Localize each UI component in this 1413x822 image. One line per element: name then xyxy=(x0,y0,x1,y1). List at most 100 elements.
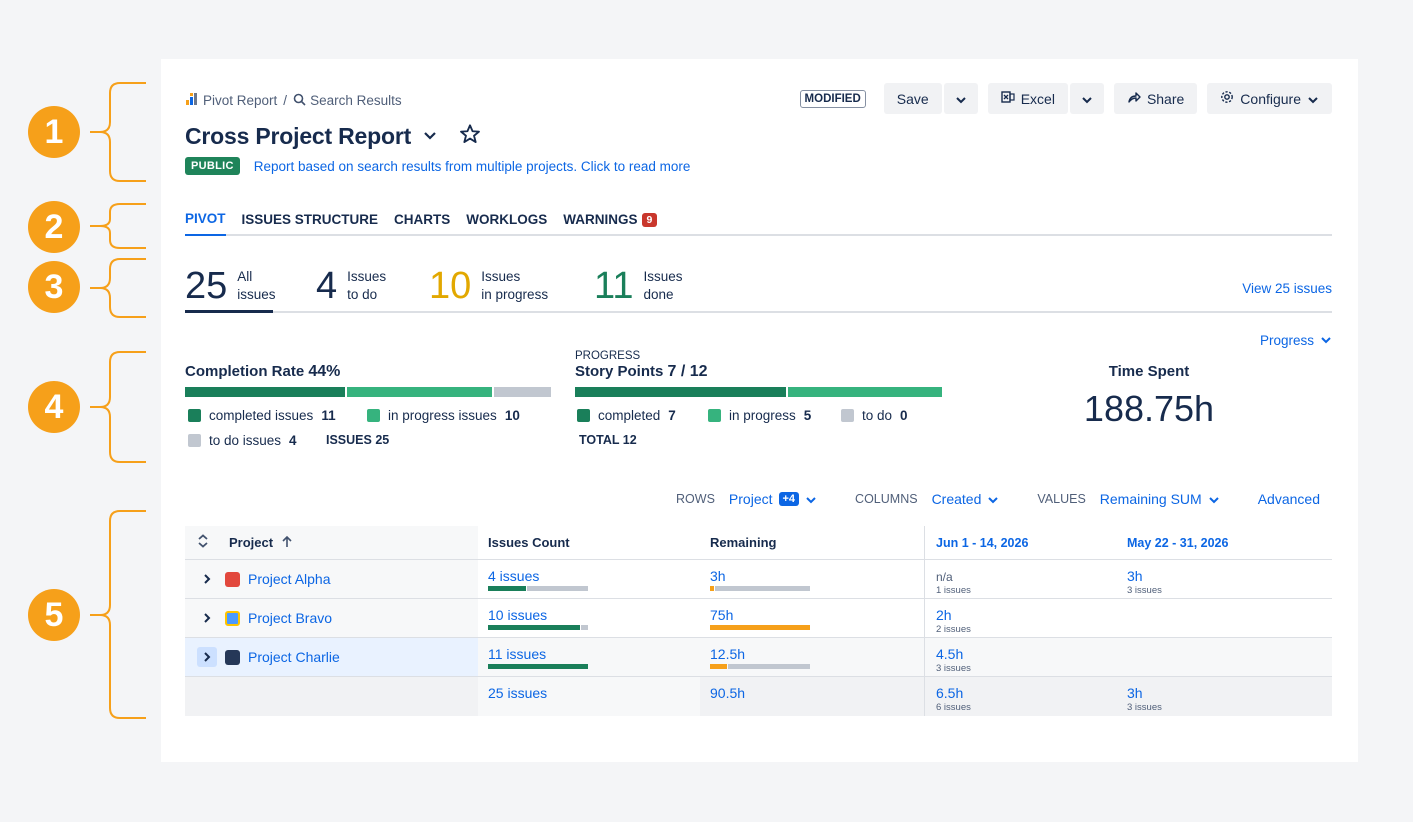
share-button[interactable]: Share xyxy=(1113,83,1198,114)
legend-swatch xyxy=(708,409,721,422)
star-icon[interactable] xyxy=(459,123,481,150)
date-range-2-value[interactable]: 3h xyxy=(1127,568,1143,584)
stat-all-issues[interactable]: 25 All issues xyxy=(185,261,276,313)
save-button[interactable]: Save xyxy=(883,83,942,114)
issues-count-link[interactable]: 10 issues xyxy=(488,607,548,623)
date-range-1-value[interactable]: 2h xyxy=(936,607,952,623)
project-charlie-avatar-icon xyxy=(225,649,240,665)
save-options-button[interactable] xyxy=(943,83,978,114)
breadcrumb: Pivot Report / Search Results xyxy=(185,92,402,109)
total-date-range-2-value[interactable]: 3h xyxy=(1127,685,1143,701)
header-project[interactable]: Project xyxy=(185,526,478,559)
project-link[interactable]: Project Alpha xyxy=(248,571,331,587)
legend-issues-total: ISSUES 25 xyxy=(326,433,390,447)
excel-button[interactable]: Excel xyxy=(987,83,1068,114)
project-cell: Project Alpha xyxy=(185,560,478,598)
progress-dropdown-label: Progress xyxy=(1259,332,1314,348)
tab-issues-structure[interactable]: ISSUES STRUCTURE xyxy=(242,205,379,236)
stat-label: Issues in progress xyxy=(481,269,549,302)
table-row: Project Charlie 11 issues 12.5h 4.5h 3 i… xyxy=(185,638,1332,677)
rows-extra-badge: +4 xyxy=(778,492,800,506)
project-link[interactable]: Project Bravo xyxy=(248,610,333,626)
project-cell: Project Charlie xyxy=(185,638,478,676)
expand-collapse-all-icon[interactable] xyxy=(197,534,209,551)
expand-row-icon[interactable] xyxy=(197,569,217,589)
tab-label: PIVOT xyxy=(185,211,226,226)
share-icon xyxy=(1127,90,1141,107)
total-date-range-1-issues: 6 issues xyxy=(936,702,971,713)
date-range-1-cell: 4.5h 3 issues xyxy=(924,638,1116,676)
header-project-label: Project xyxy=(229,535,274,550)
story-points-bar xyxy=(575,387,942,397)
story-points-value: 7 / 12 xyxy=(667,363,708,380)
project-link[interactable]: Project Charlie xyxy=(248,649,340,665)
tab-charts[interactable]: CHARTS xyxy=(394,205,450,236)
chevron-down-icon xyxy=(1320,331,1332,349)
remaining-bar xyxy=(710,625,810,630)
breadcrumb-current[interactable]: Search Results xyxy=(310,93,402,108)
total-label-cell xyxy=(185,677,478,716)
issues-count-link[interactable]: 4 issues xyxy=(488,568,540,584)
columns-dropdown[interactable]: Created xyxy=(932,491,1000,507)
chevron-down-icon xyxy=(1081,91,1093,107)
tab-worklogs[interactable]: WORKLOGS xyxy=(466,205,547,236)
time-spent-title: Time Spent xyxy=(1108,363,1190,380)
table-row: Project Bravo 10 issues 75h 2h 2 issues xyxy=(185,599,1332,638)
date-range-2-cell xyxy=(1116,599,1332,637)
warnings-count-badge: 9 xyxy=(641,212,658,227)
header-date-range-1[interactable]: Jun 1 - 14, 2026 xyxy=(924,526,1116,559)
total-remaining-cell: 90.5h xyxy=(700,677,924,716)
chevron-down-icon xyxy=(987,491,999,507)
time-spent-value: 188.75h xyxy=(1083,388,1215,429)
pivot-report-logo-icon xyxy=(185,92,199,109)
share-button-label: Share xyxy=(1146,90,1185,107)
completion-rate-value: 44% xyxy=(308,363,341,380)
report-description-link[interactable]: Report based on search results from mult… xyxy=(253,158,691,174)
progress-dropdown[interactable]: Progress xyxy=(1260,331,1332,349)
remaining-link[interactable]: 75h xyxy=(710,607,734,623)
values-dropdown[interactable]: Remaining SUM xyxy=(1100,491,1220,507)
configure-button[interactable]: Configure xyxy=(1207,83,1332,114)
header-issues-count[interactable]: Issues Count xyxy=(488,535,570,550)
rows-dropdown[interactable]: Project +4 xyxy=(729,491,817,507)
total-remaining-link[interactable]: 90.5h xyxy=(710,685,746,701)
breadcrumb-separator: / xyxy=(283,93,288,108)
view-issues-link[interactable]: View 25 issues xyxy=(1242,281,1332,296)
completion-bar-to-do xyxy=(494,387,551,397)
date-range-1-value[interactable]: 4.5h xyxy=(936,646,964,662)
stat-issues-to-do[interactable]: 4 Issues to do xyxy=(316,261,386,313)
tab-warnings[interactable]: WARNINGS 9 xyxy=(563,205,658,236)
expand-row-icon[interactable] xyxy=(197,647,217,667)
issues-status-bar xyxy=(488,625,588,630)
table-header-row: Project Issues Count Remaining Jun 1 - 1… xyxy=(185,526,1332,560)
chevron-down-icon[interactable] xyxy=(423,128,437,146)
breadcrumb-root[interactable]: Pivot Report xyxy=(203,93,278,108)
advanced-link[interactable]: Advanced xyxy=(1257,491,1320,507)
remaining-link[interactable]: 3h xyxy=(710,568,726,584)
stat-issues-in-progress[interactable]: 10 Issues in progress xyxy=(429,261,548,313)
header-date-range-2[interactable]: May 22 - 31, 2026 xyxy=(1127,535,1229,550)
date-range-2-issues: 3 issues xyxy=(1127,585,1162,596)
issues-status-bar xyxy=(488,586,588,591)
tab-label: WORKLOGS xyxy=(466,212,548,227)
total-date-range-1-value[interactable]: 6.5h xyxy=(936,685,964,701)
remaining-link[interactable]: 12.5h xyxy=(710,646,746,662)
stat-label: All issues xyxy=(237,269,276,302)
total-issues-link[interactable]: 25 issues xyxy=(488,685,548,701)
completion-rate-title: Completion Rate 44% xyxy=(185,363,341,380)
rows-label: ROWS xyxy=(676,492,715,506)
header-remaining[interactable]: Remaining xyxy=(710,535,777,550)
issues-count-link[interactable]: 11 issues xyxy=(488,646,547,662)
legend-sp-total: TOTAL 12 xyxy=(579,433,637,447)
stat-issues-done[interactable]: 11 Issues done xyxy=(594,261,682,313)
report-tabs: PIVOT ISSUES STRUCTURE CHARTS WORKLOGS W… xyxy=(185,205,1332,236)
annotation-marker-2: 2 xyxy=(28,201,80,253)
sort-ascending-icon xyxy=(281,535,293,551)
excel-options-button[interactable] xyxy=(1069,83,1104,114)
chevron-down-icon xyxy=(805,491,817,507)
stat-value: 4 xyxy=(316,265,338,307)
tab-pivot[interactable]: PIVOT xyxy=(185,205,226,236)
issues-count-cell: 11 issues xyxy=(478,638,700,676)
expand-row-icon[interactable] xyxy=(197,608,217,628)
pivot-controls: ROWS Project +4 COLUMNS Created VALUES R… xyxy=(676,491,1320,507)
